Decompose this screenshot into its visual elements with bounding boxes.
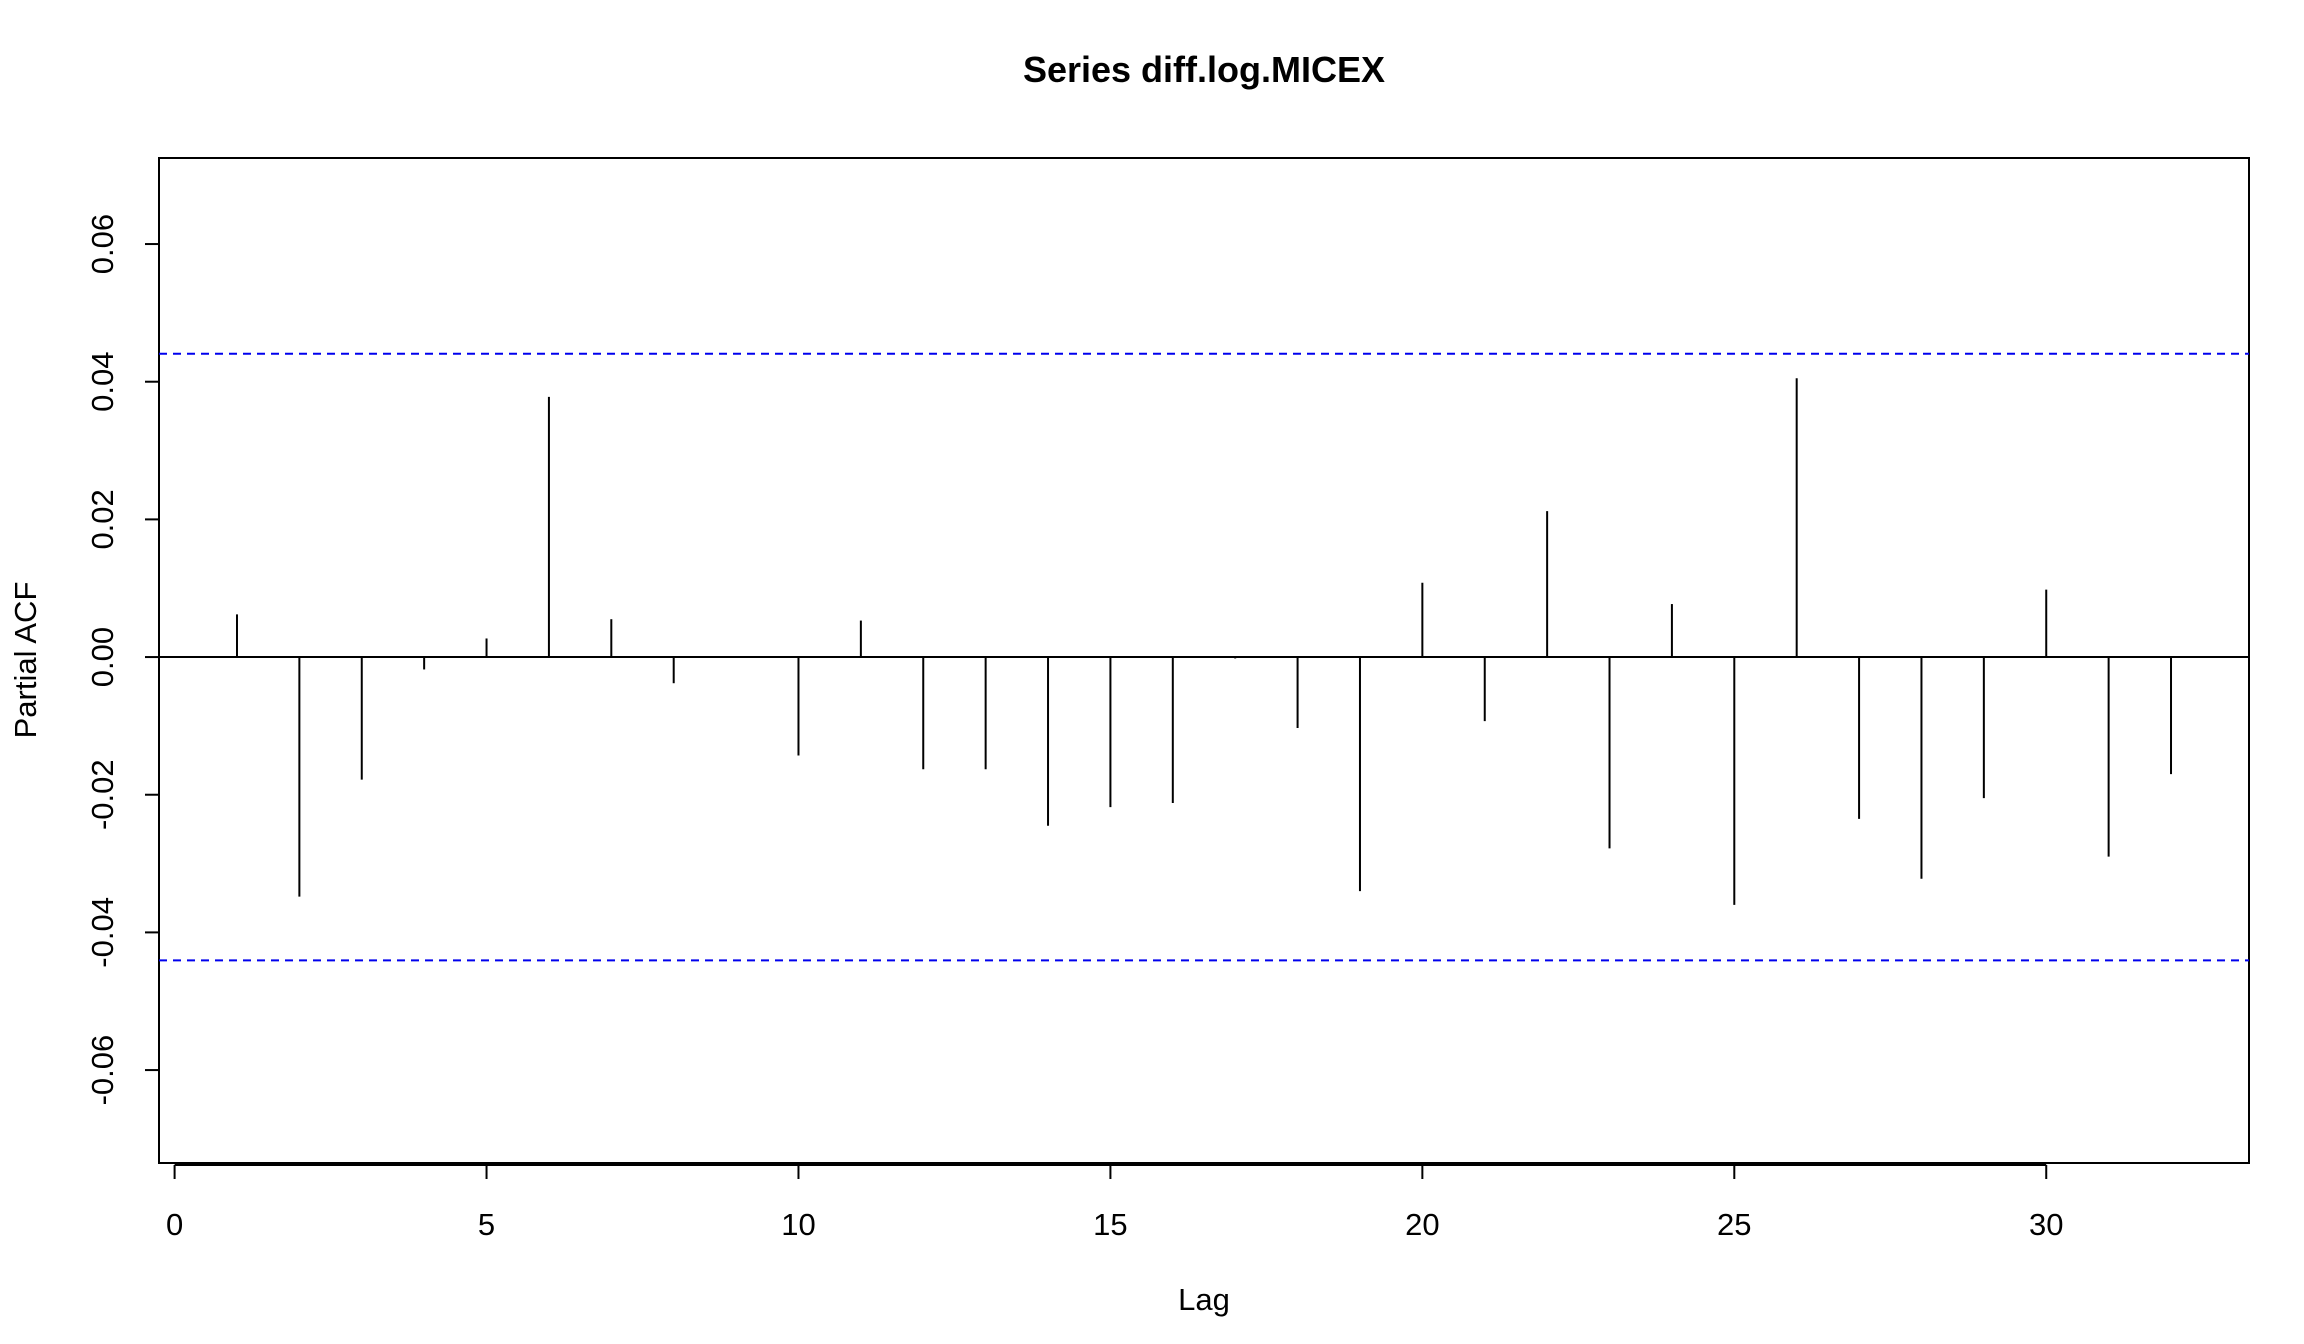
confidence-bounds xyxy=(159,352,2249,962)
x-axis: 0 5 10 15 20 25 30 xyxy=(166,1164,2063,1242)
x-tick-label: 5 xyxy=(478,1207,495,1242)
y-tick-label: -0.02 xyxy=(85,759,120,830)
x-tick-label: 0 xyxy=(166,1207,183,1242)
y-tick-label: 0.02 xyxy=(85,489,120,549)
y-tick-label: 0.00 xyxy=(85,627,120,687)
pacf-bars xyxy=(159,378,2249,905)
y-tick-label: -0.04 xyxy=(85,897,120,968)
y-axis-label: Partial ACF xyxy=(8,582,43,739)
x-tick-label: 20 xyxy=(1405,1207,1439,1242)
x-tick-label: 30 xyxy=(2029,1207,2063,1242)
x-axis-label: Lag xyxy=(1178,1282,1230,1317)
chart-title: Series diff.log.MICEX xyxy=(1023,49,1385,90)
y-axis: -0.06 -0.04 -0.02 0.00 0.02 0.04 0.06 xyxy=(85,214,160,1106)
x-tick-label: 10 xyxy=(781,1207,815,1242)
x-tick-label: 15 xyxy=(1093,1207,1127,1242)
y-tick-label: -0.06 xyxy=(85,1035,120,1106)
x-tick-label: 25 xyxy=(1717,1207,1751,1242)
y-tick-label: 0.06 xyxy=(85,214,120,274)
plot-frame xyxy=(158,157,2250,1164)
y-tick-label: 0.04 xyxy=(85,352,120,412)
